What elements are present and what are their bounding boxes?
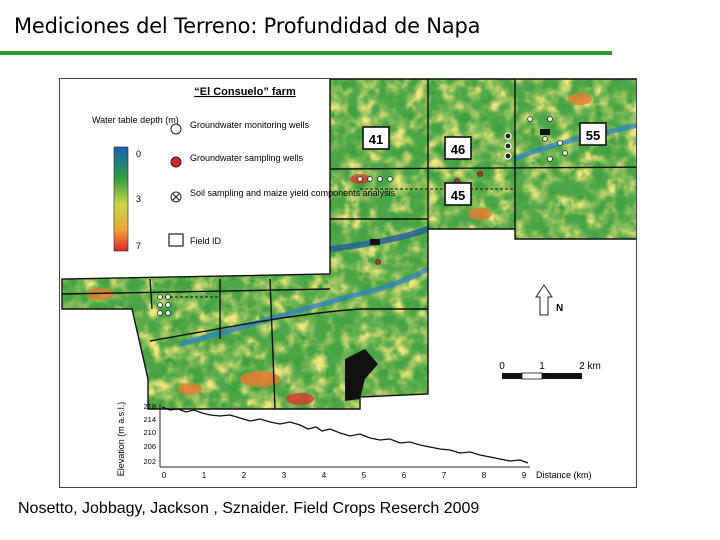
legend-soil-sampling: Soil sampling and maize yield components… [190, 188, 396, 198]
north-label: N [556, 303, 563, 314]
wells [157, 116, 568, 316]
field-id-41: 41 [369, 132, 383, 147]
legend-monitoring-wells: Groundwater monitoring wells [190, 120, 310, 130]
xtick-0: 0 [162, 471, 167, 480]
colorbar-tick-7: 7 [136, 241, 141, 251]
map-figure: 41 46 55 45 “El Consuelo” farm Water tab… [59, 78, 637, 488]
title-underline [0, 51, 612, 55]
ytick-206: 206 [143, 442, 156, 451]
xtick-8: 8 [482, 471, 487, 480]
xtick-1: 1 [202, 471, 207, 480]
xtick-4: 4 [322, 471, 327, 480]
scale-bar: 0 1 2 km [499, 361, 601, 380]
ytick-214: 214 [143, 415, 156, 424]
profile-xlabel: Distance (km) [536, 470, 592, 480]
xtick-9: 9 [522, 471, 527, 480]
legend-sampling-wells: Groundwater sampling wells [190, 153, 304, 163]
map-legend: Water table depth (m) 0 3 7 Groundwater … [82, 107, 396, 271]
elevation-line [161, 406, 529, 464]
xtick-6: 6 [402, 471, 407, 480]
legend-field-id: Field ID [190, 236, 222, 246]
colorbar-tick-0: 0 [136, 149, 141, 159]
scale-tick-1: 1 [539, 361, 545, 372]
north-arrow-icon: N [535, 284, 563, 316]
elevation-profile: Elevation (m a.s.l.) 218 214 210 206 202… [116, 402, 592, 480]
x-marker-icon [170, 191, 182, 203]
profile-ylabel: Elevation (m a.s.l.) [116, 402, 126, 477]
xtick-2: 2 [242, 471, 247, 480]
field-id-45: 45 [451, 188, 465, 203]
white-circle-icon [170, 123, 182, 135]
square-outline-icon [168, 233, 184, 247]
ytick-218: 218 [143, 402, 156, 411]
citation: Nosetto, Jobbagy, Jackson , Sznaider. Fi… [18, 500, 480, 517]
field-id-labels: 41 46 55 45 [362, 122, 607, 206]
scale-tick-0: 0 [499, 361, 505, 372]
colorbar-tick-3: 3 [136, 194, 141, 204]
field-id-55: 55 [586, 128, 600, 143]
map-title: “El Consuelo” farm [194, 86, 296, 98]
xtick-7: 7 [442, 471, 447, 480]
slide-title: Mediciones del Terreno: Profundidad de N… [14, 14, 481, 38]
white-circle-icon [157, 116, 568, 316]
scale-tick-2: 2 km [579, 361, 601, 372]
colorbar [113, 146, 129, 252]
red-circle-icon [170, 156, 182, 168]
xtick-3: 3 [282, 471, 287, 480]
map-svg: 41 46 55 45 “El Consuelo” farm Water tab… [61, 79, 636, 480]
x-marker-icon [504, 132, 512, 160]
ytick-210: 210 [143, 428, 156, 437]
xtick-5: 5 [362, 471, 367, 480]
ytick-202: 202 [143, 457, 156, 466]
colorbar-title: Water table depth (m) [92, 115, 179, 125]
field-id-46: 46 [451, 142, 465, 157]
